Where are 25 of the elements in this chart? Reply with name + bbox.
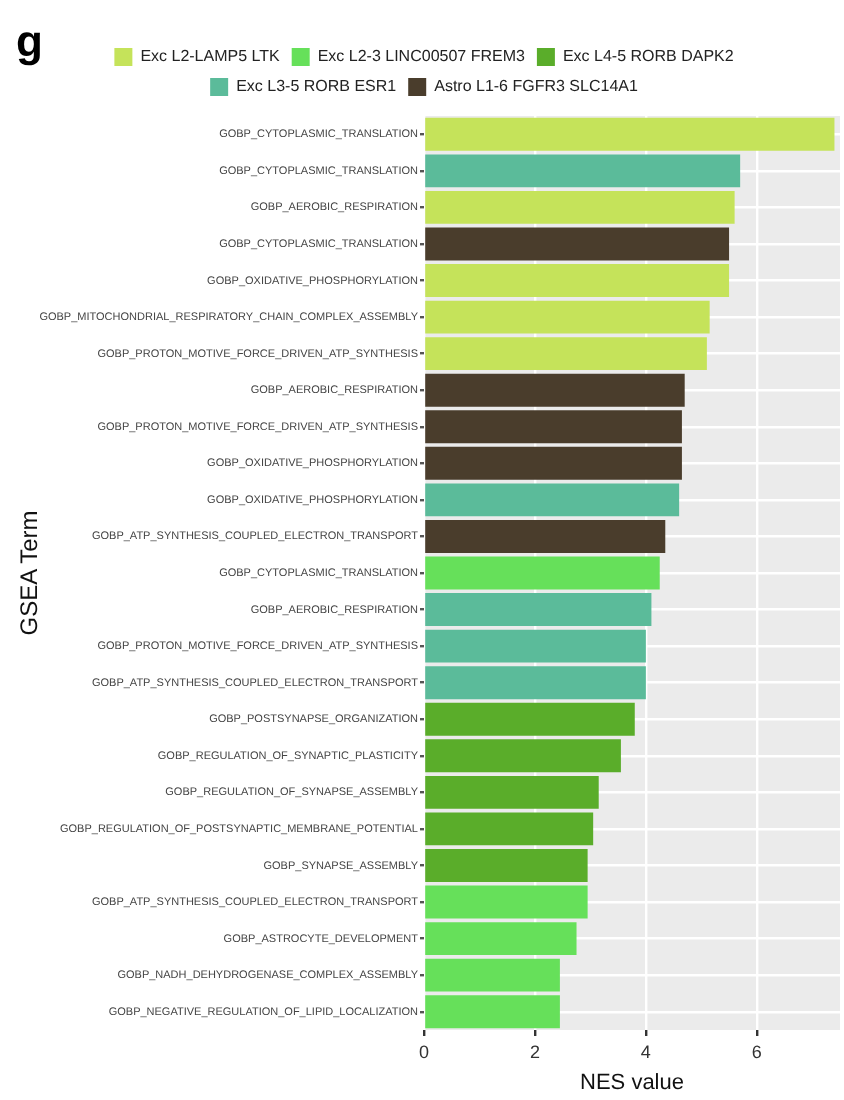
bar [425,556,660,590]
legend-label: Astro L1-6 FGFR3 SLC14A1 [434,77,639,96]
bar [425,190,735,224]
bar [425,849,588,882]
x-tick-label: 0 [418,1041,430,1062]
x-axis-title: NES value [580,1070,684,1095]
x-tick-label: 2 [529,1041,540,1062]
bar [425,519,666,553]
bar [425,885,588,919]
legend-label: Exc L3-5 RORB ESR1 [236,77,398,96]
x-tick-label: 4 [640,1041,651,1062]
text: g [16,16,43,68]
bar [425,922,577,956]
bar [425,264,730,297]
bar [425,227,730,261]
legend-label: Exc L2-LAMP5 LTK [140,47,282,66]
bar [425,154,741,188]
y-axis-title: GSEA Term [15,510,44,636]
bar [425,593,652,627]
bar [425,483,680,517]
legend-label: Exc L2-3 LINC00507 FREM3 [317,47,526,66]
bar [425,117,835,151]
legend-label: Exc L4-5 RORB DAPK2 [562,47,735,66]
x-tick-label: 6 [751,1041,762,1062]
bar [425,446,682,480]
